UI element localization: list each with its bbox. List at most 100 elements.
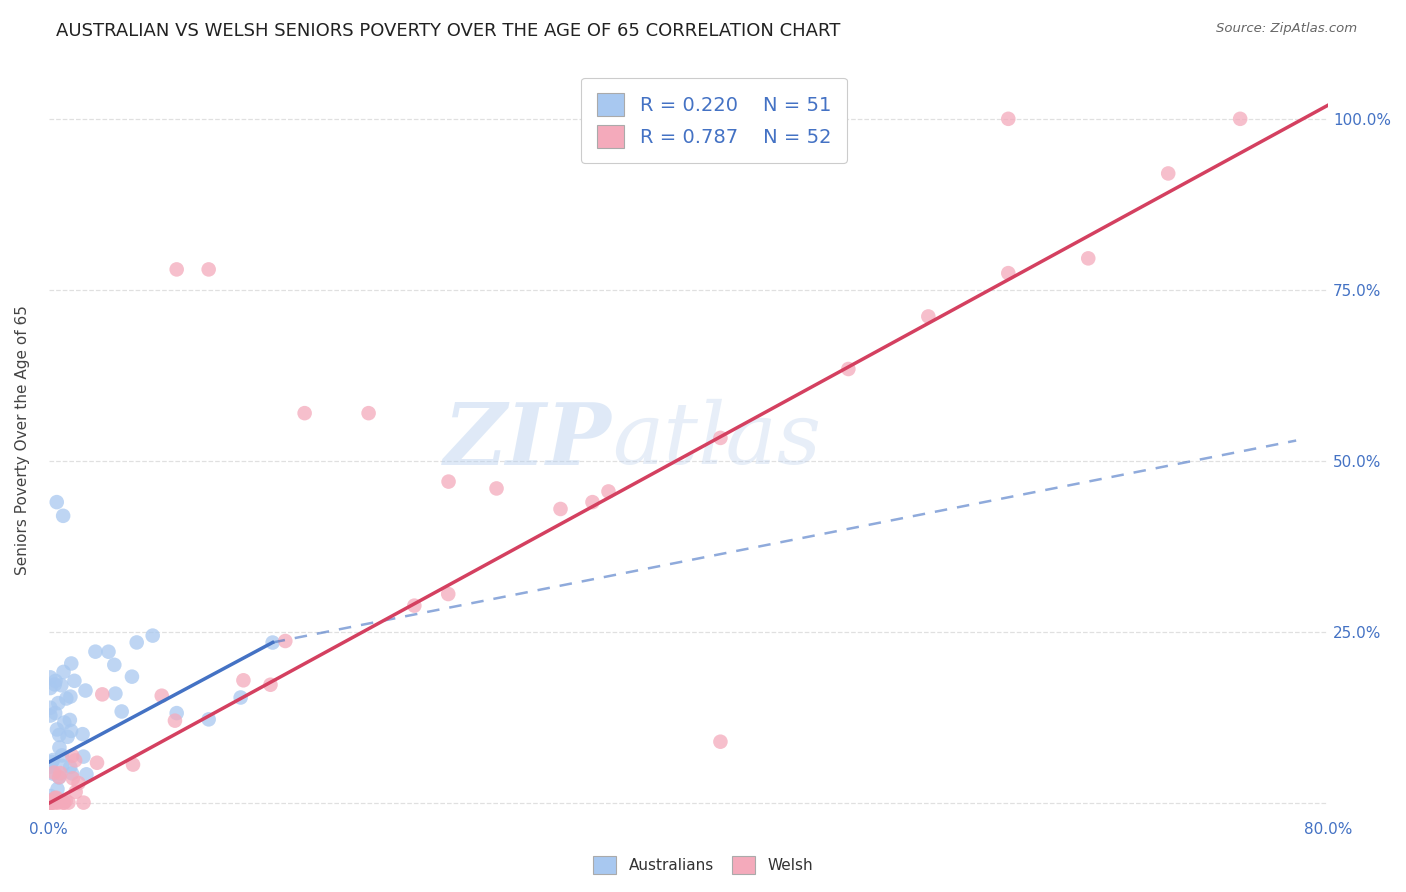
Point xyxy=(294,406,316,420)
Point xyxy=(39,796,62,810)
Point xyxy=(44,791,66,805)
Point xyxy=(166,262,188,277)
Point xyxy=(42,765,65,780)
Y-axis label: Seniors Poverty Over the Age of 65: Seniors Poverty Over the Age of 65 xyxy=(15,306,30,575)
Point xyxy=(274,634,297,648)
Point xyxy=(709,431,731,445)
Point xyxy=(39,700,62,714)
Point xyxy=(86,756,108,770)
Point xyxy=(59,690,82,704)
Point xyxy=(550,502,572,516)
Point xyxy=(51,678,73,692)
Point xyxy=(709,735,731,749)
Point xyxy=(125,635,148,649)
Text: ZIP: ZIP xyxy=(444,399,612,483)
Point xyxy=(46,782,69,797)
Point xyxy=(75,683,97,698)
Text: AUSTRALIAN VS WELSH SENIORS POVERTY OVER THE AGE OF 65 CORRELATION CHART: AUSTRALIAN VS WELSH SENIORS POVERTY OVER… xyxy=(56,22,841,40)
Point xyxy=(52,796,75,810)
Point xyxy=(997,112,1019,126)
Point xyxy=(58,796,80,810)
Point xyxy=(44,706,66,720)
Point xyxy=(65,785,87,799)
Point xyxy=(41,796,63,810)
Point xyxy=(1077,252,1099,266)
Point xyxy=(44,796,66,810)
Point xyxy=(56,730,79,744)
Point xyxy=(41,796,63,810)
Point xyxy=(67,776,90,790)
Point xyxy=(46,723,69,737)
Point xyxy=(91,687,114,701)
Point xyxy=(49,766,72,780)
Legend: R = 0.220    N = 51, R = 0.787    N = 52: R = 0.220 N = 51, R = 0.787 N = 52 xyxy=(581,78,846,163)
Point xyxy=(55,691,77,706)
Point xyxy=(39,796,62,810)
Point xyxy=(45,495,67,509)
Point xyxy=(39,670,62,684)
Point xyxy=(59,713,82,727)
Point xyxy=(104,687,127,701)
Point xyxy=(51,759,73,773)
Point xyxy=(917,310,939,324)
Point xyxy=(581,495,603,509)
Point xyxy=(357,406,380,420)
Point xyxy=(48,740,70,755)
Point xyxy=(52,508,75,523)
Point xyxy=(41,755,63,769)
Point xyxy=(52,665,75,679)
Point xyxy=(62,772,84,786)
Point xyxy=(72,727,94,741)
Point xyxy=(48,728,70,742)
Point xyxy=(229,690,252,705)
Point xyxy=(437,475,460,489)
Point xyxy=(60,748,83,763)
Point xyxy=(39,681,62,695)
Point xyxy=(42,766,65,780)
Point xyxy=(262,635,284,649)
Point xyxy=(46,696,69,710)
Point xyxy=(44,673,66,688)
Point xyxy=(485,482,508,496)
Point xyxy=(39,794,62,808)
Point xyxy=(121,670,143,684)
Point xyxy=(48,770,70,784)
Point xyxy=(60,723,83,738)
Point xyxy=(48,796,70,810)
Point xyxy=(39,708,62,723)
Point xyxy=(39,796,62,810)
Point xyxy=(404,599,426,613)
Point xyxy=(142,629,165,643)
Point xyxy=(53,715,76,730)
Point xyxy=(166,706,188,720)
Point xyxy=(197,262,219,277)
Point xyxy=(48,771,70,785)
Point xyxy=(111,705,134,719)
Point xyxy=(122,757,145,772)
Point xyxy=(163,714,186,728)
Text: atlas: atlas xyxy=(612,400,821,482)
Point xyxy=(997,266,1019,280)
Point xyxy=(97,645,120,659)
Point xyxy=(39,759,62,773)
Point xyxy=(72,749,94,764)
Point xyxy=(1229,112,1251,126)
Point xyxy=(60,766,83,780)
Point xyxy=(41,793,63,807)
Point xyxy=(63,673,86,688)
Point xyxy=(52,796,75,810)
Point xyxy=(72,796,94,810)
Point xyxy=(42,753,65,767)
Point xyxy=(45,790,67,805)
Point xyxy=(150,689,173,703)
Point xyxy=(197,712,219,726)
Point xyxy=(84,645,107,659)
Point xyxy=(44,795,66,809)
Point xyxy=(598,484,620,499)
Point xyxy=(44,677,66,691)
Point xyxy=(60,657,83,671)
Point xyxy=(39,789,62,803)
Point xyxy=(837,362,859,376)
Point xyxy=(103,657,125,672)
Point xyxy=(63,753,86,767)
